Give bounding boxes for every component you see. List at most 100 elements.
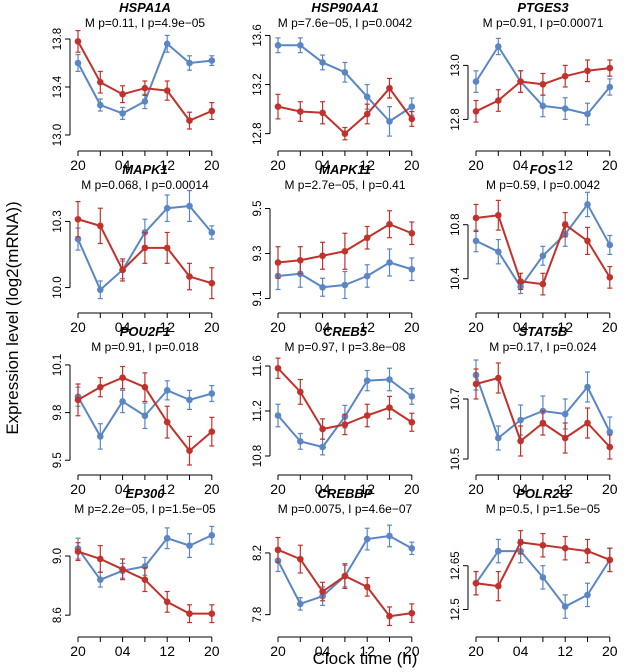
data-point <box>297 555 304 563</box>
x-tick-label: 20 <box>404 319 420 335</box>
y-tick-label: 13.4 <box>52 75 64 98</box>
x-tick-label: 20 <box>468 319 484 335</box>
data-point <box>472 380 480 388</box>
data-point <box>297 256 304 264</box>
data-point <box>386 376 393 383</box>
data-point <box>97 78 104 86</box>
series-i <box>472 530 614 602</box>
y-tick-label: 12.8 <box>450 108 462 130</box>
data-point <box>584 67 591 75</box>
x-tick-label: 20 <box>602 319 618 335</box>
y-tick-label: 12.8 <box>252 122 264 144</box>
series-m <box>472 191 614 295</box>
data-point <box>97 101 104 109</box>
series-m <box>274 37 416 137</box>
y-tick-label: 10.8 <box>252 445 264 467</box>
data-point <box>386 84 393 92</box>
data-point <box>363 412 371 419</box>
x-tick-label: 20 <box>70 643 86 659</box>
data-point <box>274 546 282 554</box>
data-point <box>517 278 524 285</box>
data-point <box>319 443 326 451</box>
data-point <box>363 234 371 242</box>
series-i <box>74 542 216 624</box>
x-tick-label: 20 <box>404 481 420 497</box>
x-tick-label: 04 <box>115 481 131 497</box>
data-point <box>297 438 304 445</box>
x-tick-label: 12 <box>557 643 573 659</box>
data-point <box>208 107 216 115</box>
x-tick-label: 12 <box>557 481 573 497</box>
data-point <box>319 283 326 291</box>
x-tick-label: 04 <box>513 643 529 659</box>
x-tick-label: 20 <box>270 319 286 335</box>
data-point <box>163 534 171 542</box>
x-tick-label: 20 <box>70 481 86 497</box>
data-point <box>495 374 502 382</box>
data-point <box>517 539 524 546</box>
y-tick-label: 10.7 <box>450 388 462 410</box>
data-point <box>561 72 569 80</box>
data-point <box>208 229 216 236</box>
data-point <box>584 383 591 391</box>
x-tick-label: 04 <box>115 157 131 173</box>
panel-stats: M p=0.0075, I p=4.6e−07 <box>278 502 413 516</box>
x-tick-label: 20 <box>602 157 618 173</box>
x-tick-label: 20 <box>70 157 86 173</box>
data-point <box>97 433 104 440</box>
x-tick-label: 20 <box>270 481 286 497</box>
data-point <box>208 610 216 617</box>
data-point <box>363 110 371 118</box>
data-point <box>495 582 502 590</box>
data-point <box>584 237 591 245</box>
y-tick-label: 12.5 <box>450 598 462 620</box>
series-i <box>472 199 614 296</box>
y-tick-label: 12.65 <box>450 551 462 580</box>
data-point <box>141 412 149 420</box>
data-point <box>319 109 326 117</box>
x-tick-label: 20 <box>404 643 420 659</box>
y-tick-label: 10.5 <box>450 448 462 470</box>
x-tick-label: 04 <box>115 643 131 659</box>
y-tick-label: 10.4 <box>450 267 462 290</box>
data-point <box>186 542 193 549</box>
data-point <box>517 416 524 424</box>
series-i <box>472 59 614 123</box>
x-tick-label: 20 <box>468 481 484 497</box>
data-point <box>341 130 349 137</box>
x-tick-label: 20 <box>468 643 484 659</box>
data-point <box>495 547 502 555</box>
data-point <box>561 105 569 112</box>
data-point <box>606 443 614 451</box>
panel-stats: M p=2.7e−05, I p=0.41 <box>284 178 405 192</box>
data-point <box>141 98 149 105</box>
data-point <box>186 610 193 617</box>
data-point <box>472 237 480 245</box>
x-tick-label: 20 <box>270 157 286 173</box>
y-tick-label: 9.5 <box>52 452 64 468</box>
data-point <box>274 259 282 266</box>
panel-stats: M p=0.17, I p=0.024 <box>489 340 597 354</box>
data-point <box>584 110 591 118</box>
data-point <box>561 410 569 418</box>
data-point <box>274 412 282 419</box>
series-m <box>74 525 216 588</box>
data-point <box>584 419 591 427</box>
data-point <box>472 214 480 222</box>
data-point <box>319 252 326 260</box>
data-point <box>561 603 569 610</box>
x-tick-label: 04 <box>315 481 331 497</box>
data-point <box>274 41 282 49</box>
data-point <box>408 265 416 273</box>
data-point <box>408 103 416 110</box>
y-tick-label: 13.2 <box>252 73 264 95</box>
y-tick-label: 9.8 <box>52 405 64 421</box>
series-i <box>74 30 216 130</box>
